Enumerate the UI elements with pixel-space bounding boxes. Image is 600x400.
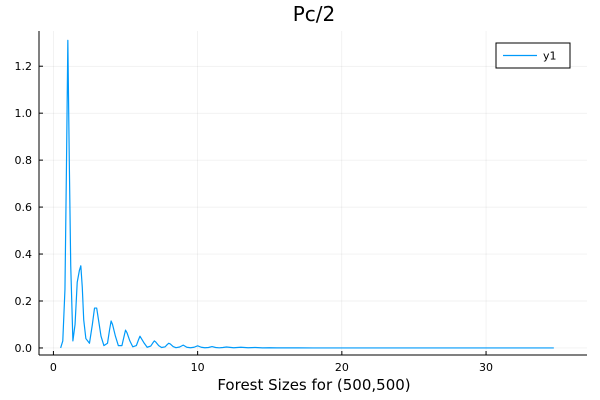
legend: y1 xyxy=(495,42,571,69)
y-tick-label: 1.0 xyxy=(15,107,33,120)
legend-label-y1: y1 xyxy=(543,50,557,63)
x-tick-label: 10 xyxy=(191,361,205,374)
y-ticks: 0.0 0.2 0.4 0.6 0.8 1.0 1.2 xyxy=(15,60,43,355)
x-tick-label: 20 xyxy=(335,361,349,374)
series-line-y1 xyxy=(60,39,554,349)
y-tick-label: 0.2 xyxy=(15,295,33,308)
x-axis-title: Forest Sizes for (500,500) xyxy=(217,376,410,394)
x-tick-label: 0 xyxy=(50,361,57,374)
x-tick-label: 30 xyxy=(479,361,493,374)
y-tick-label: 1.2 xyxy=(15,60,33,73)
x-ticks: 0 10 20 30 xyxy=(50,351,493,374)
y-tick-label: 0.0 xyxy=(15,342,33,355)
series xyxy=(60,39,554,349)
chart-title: Pc/2 xyxy=(293,2,336,26)
y-tick-label: 0.4 xyxy=(15,248,33,261)
grid xyxy=(39,31,587,355)
y-tick-label: 0.6 xyxy=(15,201,33,214)
y-tick-label: 0.8 xyxy=(15,154,33,167)
